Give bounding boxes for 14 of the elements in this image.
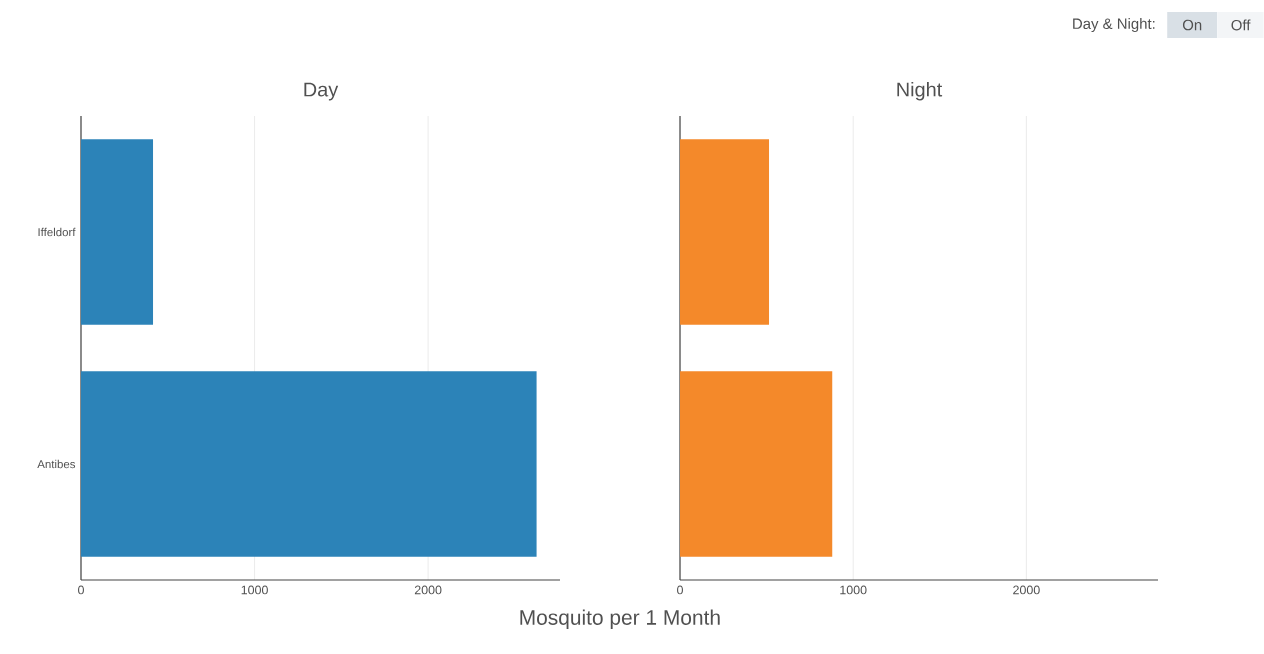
x-tick-label: 0 xyxy=(677,585,683,595)
text: On xyxy=(1182,19,1202,31)
y-tick-label: Antibes xyxy=(37,459,76,469)
x-tick-label: 1000 xyxy=(241,585,268,595)
x-tick-label: 2000 xyxy=(414,585,442,595)
y-tick-label: Iffeldorf xyxy=(38,227,76,237)
chart-title: Day xyxy=(304,82,339,101)
x-axis-title: Mosquito per 1 Month xyxy=(520,609,720,630)
chart-title: Night xyxy=(897,81,943,101)
x-tick-label: 1000 xyxy=(840,585,867,595)
text: Off xyxy=(1231,19,1251,31)
x-tick-label: 2000 xyxy=(1013,585,1040,595)
text: Day & Night: xyxy=(1073,18,1155,32)
x-tick-label: 0 xyxy=(78,585,84,595)
